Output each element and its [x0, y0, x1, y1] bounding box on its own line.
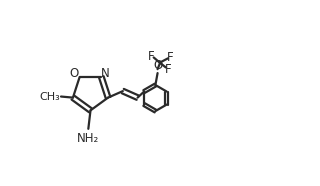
Text: F: F [148, 50, 155, 63]
Text: F: F [165, 63, 172, 76]
Text: O: O [153, 59, 163, 72]
Text: CH₃: CH₃ [39, 92, 60, 102]
Text: F: F [167, 51, 173, 64]
Text: O: O [70, 67, 79, 80]
Text: NH₂: NH₂ [77, 132, 100, 145]
Text: N: N [101, 67, 110, 80]
